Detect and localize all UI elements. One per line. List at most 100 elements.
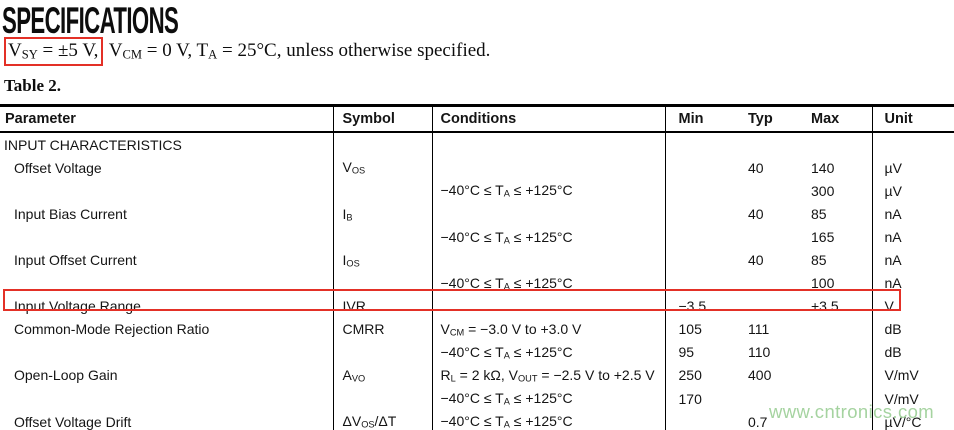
conditions-cell: −40°C ≤ TA ≤ +125°C <box>432 387 666 411</box>
symbol-cell <box>333 387 433 411</box>
max-cell <box>806 387 873 411</box>
col-header-parameter: Parameter <box>0 105 334 133</box>
specifications-table: Parameter Symbol Conditions Min Typ Max … <box>0 104 954 430</box>
table-row: −40°C ≤ TA ≤ +125°C 95 110 dB <box>0 340 954 364</box>
conditions-cell <box>432 202 666 226</box>
section-header-row: INPUT CHARACTERISTICS <box>0 132 954 157</box>
max-cell <box>806 340 873 364</box>
unit-cell: dB <box>884 344 902 361</box>
table-header-row: Parameter Symbol Conditions Min Typ Max … <box>0 105 954 133</box>
max-cell <box>806 410 873 430</box>
min-cell: 95 <box>678 344 695 361</box>
symbol-cell: IVR <box>333 294 433 318</box>
table-row: −40°C ≤ TA ≤ +125°C 300 µV <box>0 179 954 203</box>
typ-cell: 0.7 <box>748 413 768 430</box>
unit-cell: V/mV <box>884 390 919 407</box>
symbol-cell: ΔVOS/ΔT <box>333 410 433 430</box>
max-cell <box>806 317 873 341</box>
typ-cell: 110 <box>748 344 771 361</box>
parameter-cell: Common-Mode Rejection Ratio <box>0 317 334 341</box>
symbol-cell: IB <box>333 202 433 226</box>
max-cell: 165 <box>806 225 873 249</box>
max-cell: 85 <box>806 248 873 272</box>
max-cell: 85 <box>806 202 873 226</box>
test-conditions-rest: VCM = 0 V, TA = 25°C, unless otherwise s… <box>104 40 491 62</box>
col-header-min: Min <box>665 105 738 133</box>
table-row: Offset Voltage VOS 40 140 µV <box>0 156 954 180</box>
typ-cell <box>738 132 806 156</box>
unit-cell: µV <box>884 159 902 176</box>
table-row: Open-Loop Gain AVO RL = 2 kΩ, VOUT = −2.5 … <box>0 363 954 388</box>
max-cell: 300 <box>806 179 873 203</box>
table-row: −40°C ≤ TA ≤ +125°C 100 nA <box>0 271 954 295</box>
conditions-cell: −40°C ≤ TA ≤ +125°C <box>432 340 666 364</box>
parameter-cell: Open-Loop Gain <box>0 363 334 388</box>
min-cell <box>665 156 738 179</box>
conditions-cell: −40°C ≤ TA ≤ +125°C <box>432 410 666 430</box>
typ-cell <box>738 225 806 248</box>
symbol-cell <box>333 340 433 364</box>
unit-cell: µV <box>884 182 902 199</box>
max-cell: +3.5 <box>806 294 873 318</box>
typ-cell <box>738 179 806 202</box>
symbol-cell <box>333 225 433 249</box>
table-row: Input Voltage Range IVR −3.5 +3.5 V <box>0 294 954 318</box>
parameter-cell <box>0 387 334 411</box>
col-header-unit: Unit <box>872 105 954 133</box>
min-cell <box>665 225 738 248</box>
unit-cell: nA <box>884 205 902 222</box>
max-cell: 140 <box>806 156 873 180</box>
typ-cell: 40 <box>748 159 764 176</box>
conditions-cell <box>432 156 666 180</box>
highlight-box-vsy: VSY = ±5 V, <box>4 37 104 66</box>
table-row: −40°C ≤ TA ≤ +125°C 165 nA <box>0 225 954 249</box>
conditions-cell: −40°C ≤ TA ≤ +125°C <box>432 271 666 295</box>
min-cell <box>665 248 738 271</box>
unit-cell: µV/°C <box>884 413 922 430</box>
unit-cell: V/mV <box>884 367 919 384</box>
parameter-cell <box>0 179 334 203</box>
max-cell: 100 <box>806 271 873 295</box>
unit-cell: V <box>884 298 894 315</box>
symbol-cell <box>333 179 433 203</box>
parameter-cell: Offset Voltage <box>0 156 334 180</box>
min-cell: 105 <box>678 321 702 338</box>
table-row: −40°C ≤ TA ≤ +125°C 170 V/mV <box>0 387 954 411</box>
symbol-cell <box>333 271 433 295</box>
parameter-cell <box>0 340 334 364</box>
min-cell: −3.5 <box>678 298 707 315</box>
symbol-cell: CMRR <box>333 317 433 341</box>
table-row: Input Bias Current IB 40 85 nA <box>0 202 954 226</box>
typ-cell: 400 <box>748 367 772 384</box>
min-cell: 170 <box>678 390 702 407</box>
conditions-cell: −40°C ≤ TA ≤ +125°C <box>432 225 666 249</box>
conditions-cell <box>432 294 666 318</box>
parameter-cell <box>0 225 334 249</box>
unit-cell: nA <box>884 252 902 269</box>
min-cell <box>665 179 738 202</box>
table-row: Offset Voltage Drift ΔVOS/ΔT −40°C ≤ TA ≤ … <box>0 410 954 430</box>
min-cell <box>665 410 738 430</box>
typ-cell: 40 <box>748 252 764 269</box>
unit-cell: nA <box>884 275 902 292</box>
typ-cell <box>738 272 806 295</box>
table-row: Common-Mode Rejection Ratio CMRR VCM = −3.… <box>0 317 954 341</box>
conditions-cell: RL = 2 kΩ, VOUT = −2.5 V to +2.5 V <box>432 363 666 388</box>
unit-cell: nA <box>884 228 902 245</box>
table-caption: Table 2. <box>4 76 62 95</box>
symbol-cell: AVO <box>333 363 433 388</box>
symbol-cell: IOS <box>333 248 433 272</box>
conditions-cell: VCM = −3.0 V to +3.0 V <box>432 317 666 341</box>
watermark-text: www.cntronics.com <box>769 401 935 422</box>
test-conditions-line: VSY = ±5 V, VCM = 0 V, TA = 25°C, unless… <box>4 37 491 66</box>
parameter-cell: Input Voltage Range <box>0 294 334 318</box>
min-cell <box>665 272 738 295</box>
conditions-cell <box>432 248 666 272</box>
col-header-symbol: Symbol <box>333 105 433 133</box>
col-header-conditions: Conditions <box>432 105 666 133</box>
parameter-cell: Offset Voltage Drift <box>0 410 334 430</box>
symbol-cell: VOS <box>333 156 433 180</box>
symbol-cell <box>333 132 433 157</box>
typ-cell: 40 <box>748 205 764 222</box>
